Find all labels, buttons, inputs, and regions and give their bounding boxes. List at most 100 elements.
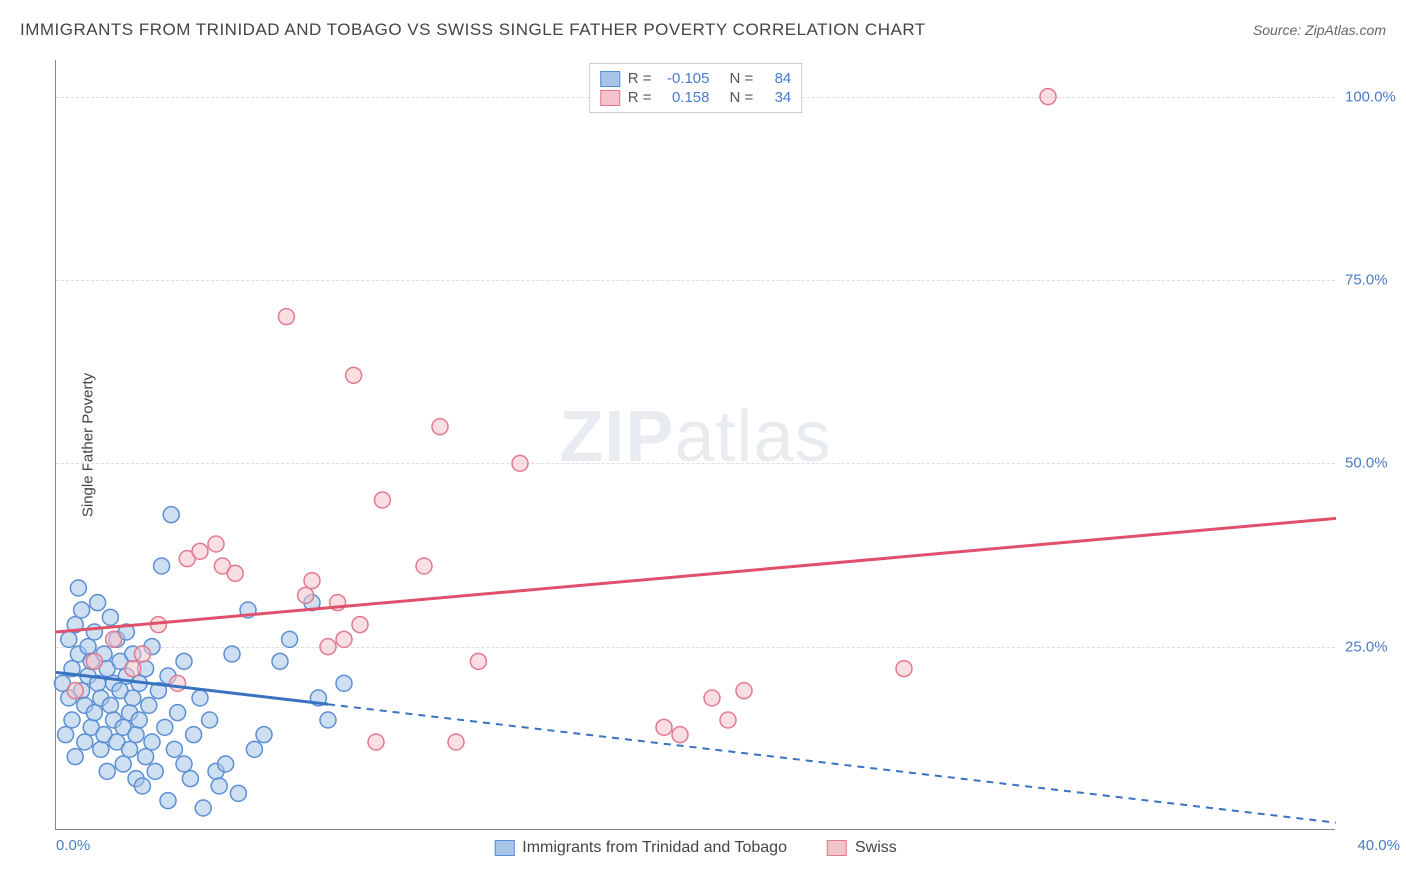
data-point <box>202 712 218 728</box>
data-point <box>86 624 102 640</box>
data-point <box>346 367 362 383</box>
data-point <box>368 734 384 750</box>
y-tick-label: 100.0% <box>1345 88 1400 105</box>
data-point <box>736 683 752 699</box>
data-point <box>131 712 147 728</box>
data-point <box>230 785 246 801</box>
legend-swatch <box>827 840 847 856</box>
data-point <box>304 573 320 589</box>
data-point <box>80 639 96 655</box>
data-point <box>115 756 131 772</box>
data-point <box>86 705 102 721</box>
data-point <box>147 763 163 779</box>
data-point <box>192 690 208 706</box>
data-point <box>64 712 80 728</box>
data-point <box>896 661 912 677</box>
r-label: R = <box>628 89 652 106</box>
data-point <box>320 639 336 655</box>
r-value: 0.158 <box>660 89 710 106</box>
data-point <box>166 741 182 757</box>
legend-item: Immigrants from Trinidad and Tobago <box>494 839 787 857</box>
data-point <box>176 756 192 772</box>
data-point <box>138 749 154 765</box>
n-label: N = <box>730 89 754 106</box>
data-point <box>192 543 208 559</box>
trend-line <box>56 518 1336 632</box>
data-point <box>77 734 93 750</box>
data-point <box>93 741 109 757</box>
data-point <box>298 587 314 603</box>
x-axis-min-label: 0.0% <box>56 837 90 854</box>
data-point <box>125 661 141 677</box>
data-point <box>720 712 736 728</box>
data-point <box>186 727 202 743</box>
source-label: Source: ZipAtlas.com <box>1253 22 1386 38</box>
data-point <box>128 727 144 743</box>
data-point <box>704 690 720 706</box>
data-point <box>61 631 77 647</box>
data-point <box>157 719 173 735</box>
data-point <box>160 793 176 809</box>
legend-label: Swiss <box>855 839 897 857</box>
data-point <box>470 653 486 669</box>
data-point <box>282 631 298 647</box>
legend-row: R =-0.105N =84 <box>600 70 792 87</box>
data-point <box>67 683 83 699</box>
legend-row: R =0.158N =34 <box>600 89 792 106</box>
data-point <box>246 741 262 757</box>
scatter-plot <box>56 60 1335 829</box>
chart-title: IMMIGRANTS FROM TRINIDAD AND TOBAGO VS S… <box>20 20 926 40</box>
data-point <box>134 646 150 662</box>
data-point <box>134 778 150 794</box>
data-point <box>122 741 138 757</box>
data-point <box>99 763 115 779</box>
legend-swatch <box>494 840 514 856</box>
data-point <box>256 727 272 743</box>
data-point <box>102 697 118 713</box>
data-point <box>182 771 198 787</box>
data-point <box>672 727 688 743</box>
legend-series: Immigrants from Trinidad and Tobago Swiss <box>494 839 897 857</box>
data-point <box>70 580 86 596</box>
legend-correlation: R =-0.105N =84R =0.158N =34 <box>589 63 803 113</box>
data-point <box>125 690 141 706</box>
data-point <box>211 778 227 794</box>
data-point <box>512 455 528 471</box>
data-point <box>656 719 672 735</box>
data-point <box>208 536 224 552</box>
data-point <box>320 712 336 728</box>
data-point <box>416 558 432 574</box>
n-value: 84 <box>761 70 791 87</box>
data-point <box>432 419 448 435</box>
data-point <box>195 800 211 816</box>
data-point <box>141 697 157 713</box>
data-point <box>170 705 186 721</box>
data-point <box>336 675 352 691</box>
data-point <box>336 631 352 647</box>
data-point <box>272 653 288 669</box>
y-tick-label: 75.0% <box>1345 272 1400 289</box>
r-value: -0.105 <box>660 70 710 87</box>
legend-swatch <box>600 90 620 106</box>
data-point <box>90 595 106 611</box>
y-tick-label: 25.0% <box>1345 638 1400 655</box>
data-point <box>224 646 240 662</box>
data-point <box>448 734 464 750</box>
data-point <box>74 602 90 618</box>
data-point <box>106 631 122 647</box>
data-point <box>374 492 390 508</box>
data-point <box>67 749 83 765</box>
data-point <box>278 309 294 325</box>
data-point <box>176 653 192 669</box>
data-point <box>227 565 243 581</box>
data-point <box>1040 89 1056 105</box>
data-point <box>154 558 170 574</box>
y-tick-label: 50.0% <box>1345 455 1400 472</box>
legend-item: Swiss <box>827 839 897 857</box>
data-point <box>352 617 368 633</box>
data-point <box>144 734 160 750</box>
trend-line-extrapolated <box>328 704 1336 822</box>
data-point <box>102 609 118 625</box>
plot-area: Single Father Poverty ZIPatlas 25.0%50.0… <box>55 60 1335 830</box>
legend-swatch <box>600 71 620 87</box>
